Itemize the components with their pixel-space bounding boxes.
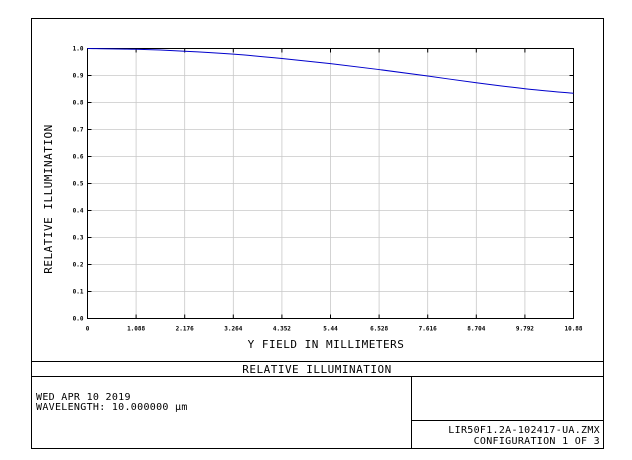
x-tick-label: 4.352	[273, 326, 291, 333]
configuration-text: CONFIGURATION 1 OF 3	[474, 436, 600, 447]
y-tick-label: 0.0	[73, 316, 84, 323]
x-tick-label: 8.704	[467, 326, 485, 333]
x-tick-label: 2.176	[176, 326, 194, 333]
x-tick-label: 5.44	[323, 326, 338, 333]
plot-title: RELATIVE ILLUMINATION	[242, 363, 392, 376]
date-text: WED APR 10 2019	[36, 392, 131, 403]
y-tick-label: 1.0	[73, 46, 84, 53]
tick-marks	[87, 48, 574, 319]
y-tick-label: 0.4	[73, 208, 84, 215]
y-axis-label: RELATIVE ILLUMINATION	[42, 124, 55, 274]
x-tick-label: 1.088	[127, 326, 145, 333]
grid-lines	[87, 48, 574, 319]
file-name-text: LIR50F1.2A-102417-UA.ZMX	[448, 425, 600, 436]
x-tick-labels: 0 1.088 2.176 3.264 4.352 5.44 6.528 7.616 8.704…	[86, 326, 583, 333]
x-tick-label: 3.264	[224, 326, 242, 333]
x-tick-label: 9.792	[516, 326, 534, 333]
x-tick-label: 0	[86, 326, 90, 333]
y-tick-label: 0.8	[73, 100, 84, 107]
y-tick-label: 0.1	[73, 289, 84, 296]
y-tick-label: 0.5	[73, 181, 84, 188]
x-axis-label: Y FIELD IN MILLIMETERS	[248, 338, 405, 351]
x-tick-label: 7.616	[419, 326, 437, 333]
x-tick-label: 10.88	[564, 326, 582, 333]
y-tick-labels: 0.0 0.1 0.2 0.3 0.4 0.5 0.6 0.7 0.8 0.9 1.0	[73, 46, 84, 323]
x-tick-label: 6.528	[370, 326, 388, 333]
y-tick-label: 0.6	[73, 154, 84, 161]
y-tick-label: 0.7	[73, 127, 84, 134]
y-tick-label: 0.2	[73, 262, 84, 269]
y-tick-label: 0.9	[73, 73, 84, 80]
outer-border	[31, 18, 604, 449]
relative-illumination-curve	[87, 48, 574, 94]
wavelength-text: WAVELENGTH: 10.000000 µm	[36, 402, 188, 413]
y-tick-label: 0.3	[73, 235, 84, 242]
